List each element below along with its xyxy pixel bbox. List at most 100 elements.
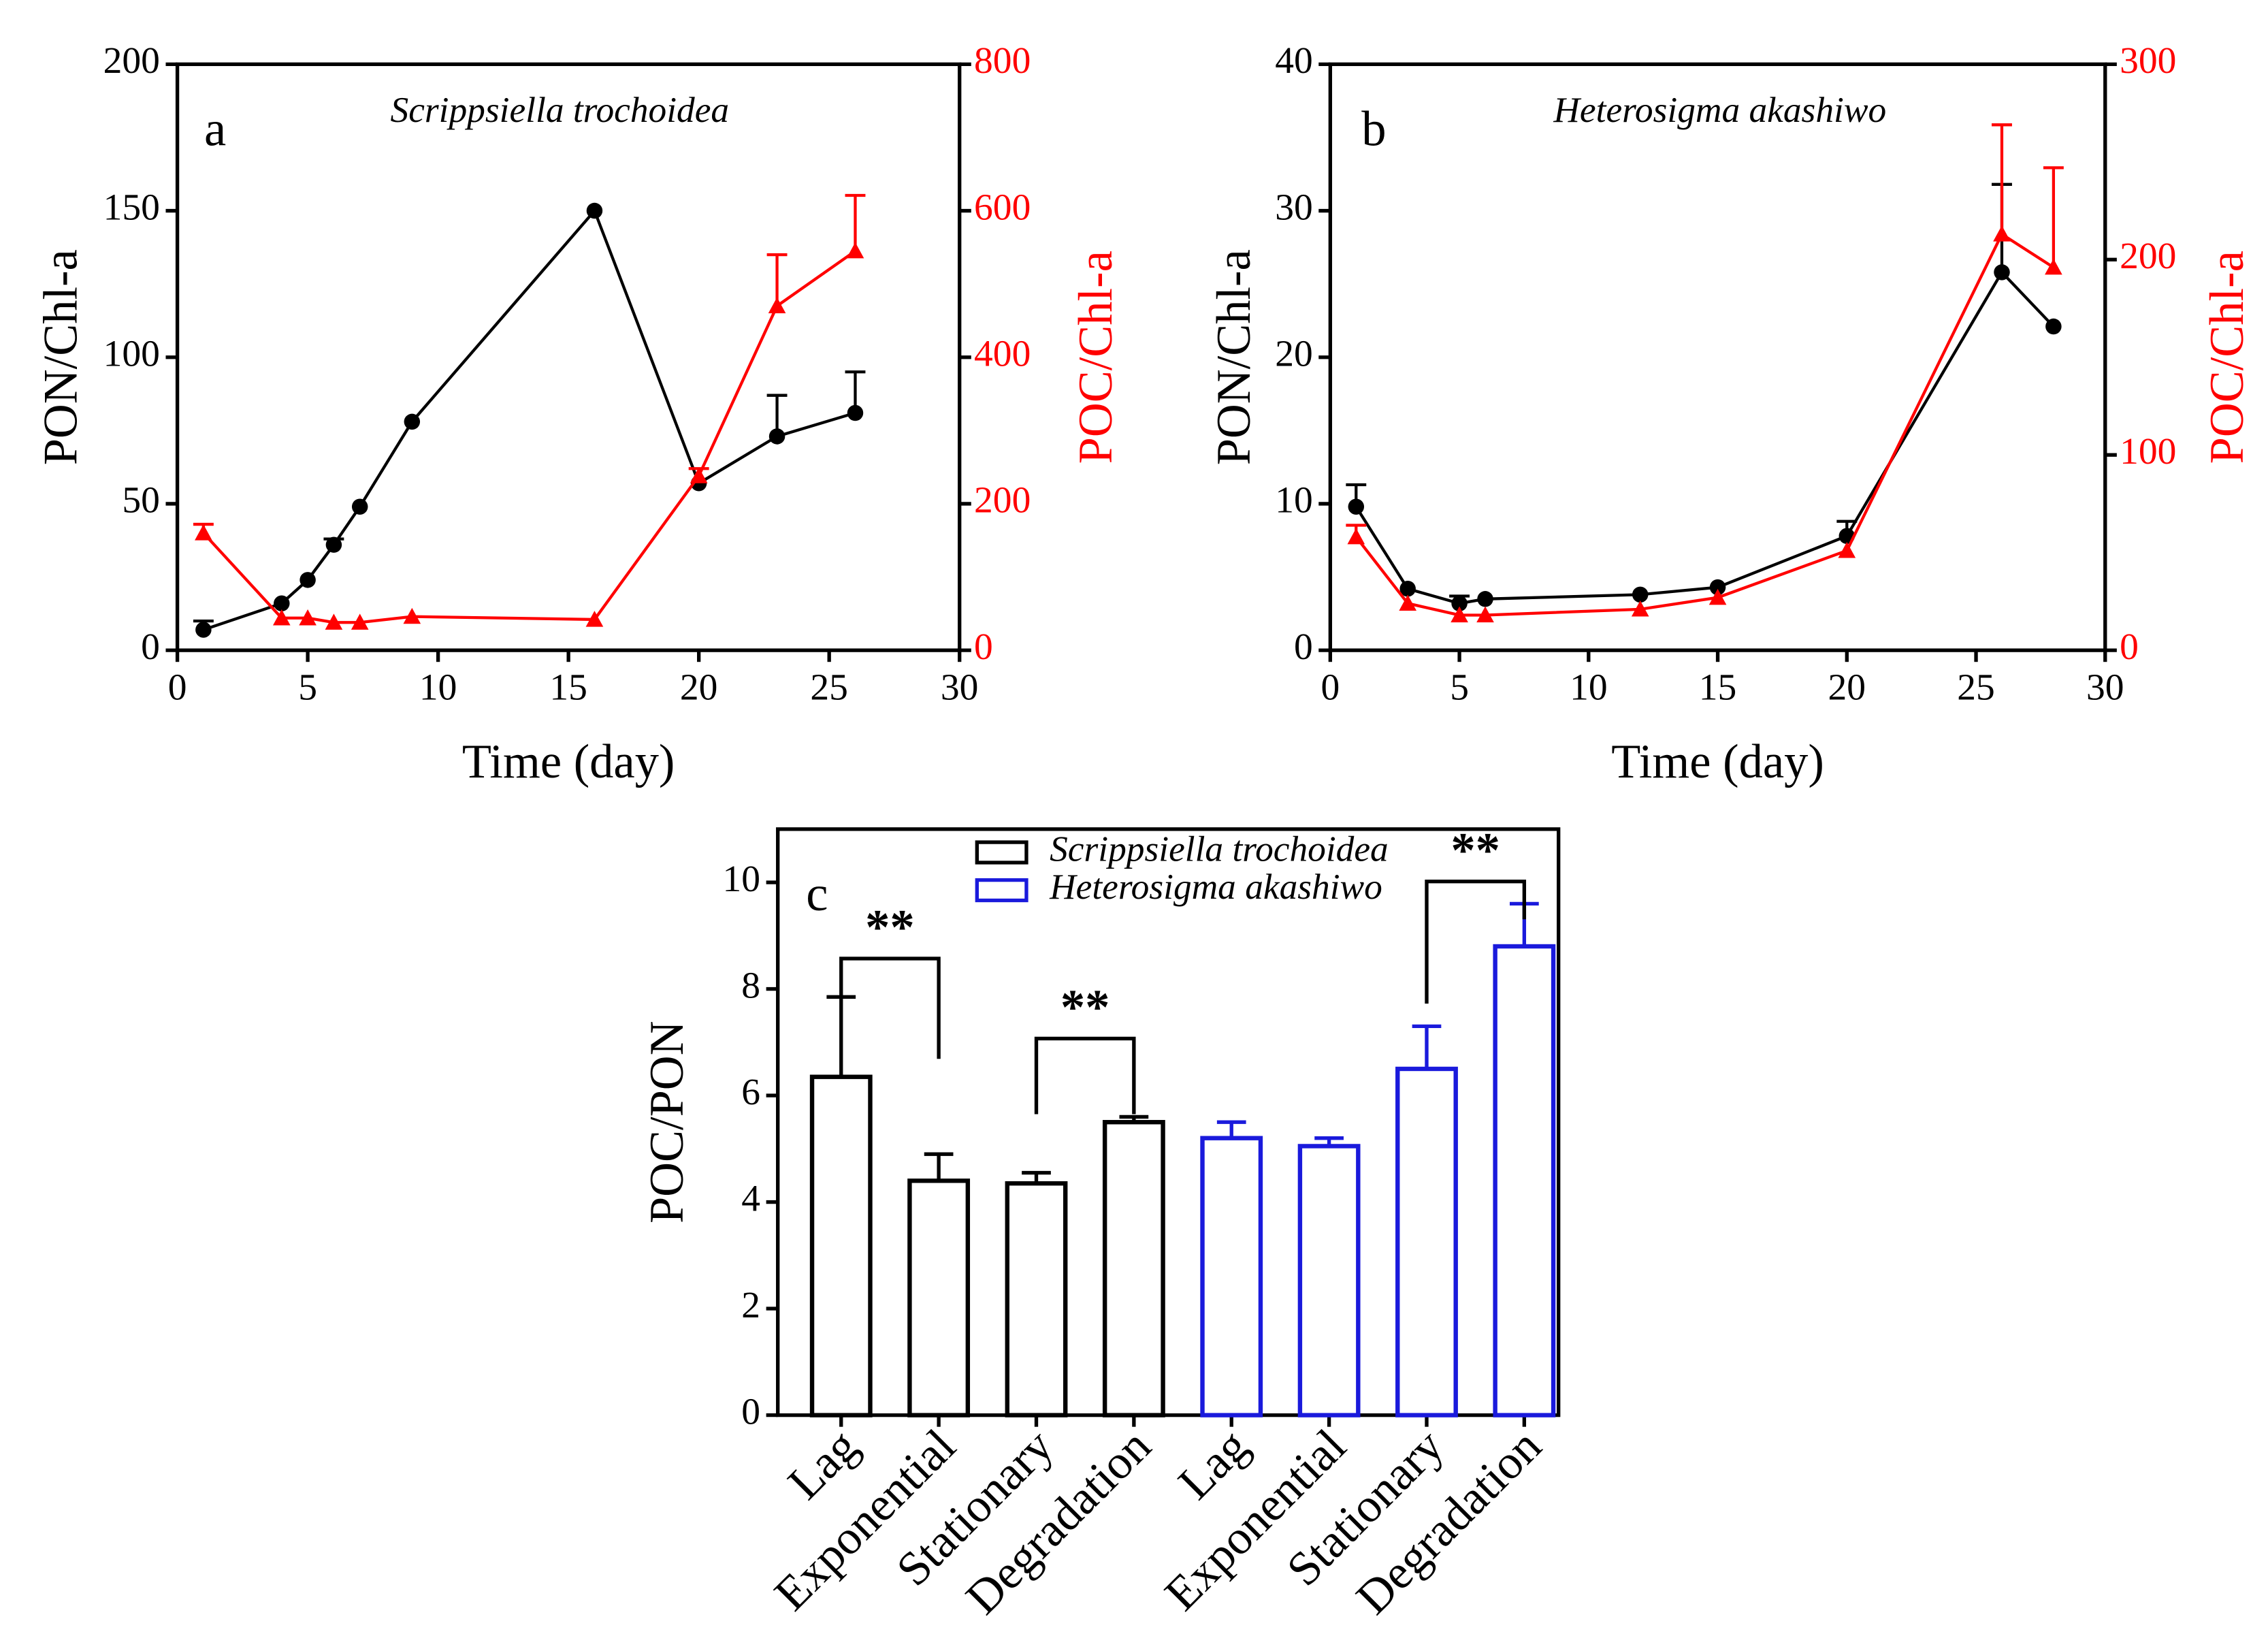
marker xyxy=(272,609,291,626)
bar xyxy=(1493,944,1556,1417)
legend-label: Heterosigma akashiwo xyxy=(1049,866,1382,907)
bar xyxy=(809,1074,873,1417)
y-tick-label: 10 xyxy=(1275,480,1313,522)
bar xyxy=(1200,1136,1263,1417)
x-tick-label: 0 xyxy=(168,667,187,709)
marker xyxy=(351,613,369,630)
x-tick-label: 25 xyxy=(1957,667,1995,709)
legend-swatch xyxy=(975,840,1028,865)
x-tick-label: 15 xyxy=(1699,667,1737,709)
bar xyxy=(1102,1120,1165,1417)
x-tick-label: 5 xyxy=(298,667,317,709)
x-tick-label: 30 xyxy=(2086,667,2124,709)
bar xyxy=(907,1179,971,1417)
x-tick-label: 15 xyxy=(549,667,587,709)
data-line xyxy=(1355,270,2055,605)
x-tick-label: 20 xyxy=(680,667,718,709)
y-tick-label: 6 xyxy=(741,1072,760,1113)
marker xyxy=(1993,225,2011,242)
bar xyxy=(1395,1066,1458,1417)
significance-bracket xyxy=(1425,880,1527,1004)
legend-label: Scrippsiella trochoidea xyxy=(1050,828,1389,869)
y2-axis-label: POC/Chl-a xyxy=(1069,251,1122,464)
marker xyxy=(1348,498,1365,515)
x-tick-label: 0 xyxy=(1321,667,1340,709)
bar xyxy=(1005,1181,1068,1417)
plot-frame xyxy=(1328,62,2107,652)
y-tick-label: 40 xyxy=(1275,40,1313,82)
y-tick-label: 8 xyxy=(741,965,760,1006)
panel-label: a xyxy=(204,101,226,157)
y2-tick-label: 200 xyxy=(974,480,1031,522)
x-tick-label: 10 xyxy=(419,667,457,709)
marker xyxy=(585,611,604,627)
y-axis-label: POC/PON xyxy=(641,1021,694,1223)
plot-frame xyxy=(776,827,1561,1417)
significance-bracket xyxy=(839,957,941,1059)
y-tick-label: 0 xyxy=(741,1391,760,1432)
marker xyxy=(299,572,316,588)
marker xyxy=(404,413,421,430)
marker xyxy=(768,428,785,445)
y-tick-label: 30 xyxy=(1275,187,1313,228)
marker xyxy=(195,524,212,541)
marker xyxy=(1632,586,1649,603)
x-tick-label: 25 xyxy=(810,667,848,709)
bar xyxy=(1297,1144,1361,1417)
marker xyxy=(1399,594,1417,611)
marker xyxy=(325,613,343,630)
marker xyxy=(325,536,342,553)
y2-tick-label: 0 xyxy=(974,626,993,668)
marker xyxy=(1399,580,1416,597)
marker xyxy=(1838,541,1856,558)
marker xyxy=(1451,595,1468,612)
y-tick-label: 150 xyxy=(103,187,160,228)
y2-tick-label: 400 xyxy=(974,333,1031,374)
x-tick-label: 20 xyxy=(1828,667,1866,709)
significance-bracket xyxy=(1034,1036,1136,1115)
y2-tick-label: 300 xyxy=(2120,40,2176,82)
y-tick-label: 200 xyxy=(103,40,160,82)
x-axis-label: Time (day) xyxy=(462,735,675,788)
data-line xyxy=(1355,231,2055,617)
marker xyxy=(586,202,603,219)
marker xyxy=(299,609,317,626)
x-tick-label: 5 xyxy=(1450,667,1469,709)
marker xyxy=(1709,579,1726,596)
marker xyxy=(2045,258,2062,275)
x-tick-label: 10 xyxy=(1570,667,1608,709)
y-tick-label: 10 xyxy=(723,859,761,900)
x-axis-label: Time (day) xyxy=(1611,735,1824,788)
y-tick-label: 50 xyxy=(122,480,160,522)
chart-title: Heterosigma akashiwo xyxy=(1553,89,1886,130)
marker xyxy=(1708,588,1727,605)
panel-label: b xyxy=(1361,101,1386,157)
marker xyxy=(351,498,368,515)
marker xyxy=(274,595,290,612)
panel-label: c xyxy=(806,866,828,921)
y2-tick-label: 600 xyxy=(974,187,1031,228)
marker xyxy=(690,467,708,483)
marker xyxy=(1451,606,1468,623)
y-tick-label: 0 xyxy=(1294,626,1313,668)
y-axis-label: PON/Chl-a xyxy=(34,249,87,465)
y2-tick-label: 100 xyxy=(2120,431,2176,472)
marker xyxy=(1994,264,2010,280)
marker xyxy=(1477,591,1493,607)
y2-tick-label: 0 xyxy=(2120,626,2139,668)
y-tick-label: 2 xyxy=(741,1285,760,1326)
marker xyxy=(768,297,786,314)
y2-tick-label: 200 xyxy=(2120,236,2176,277)
marker xyxy=(847,404,864,421)
y2-axis-label: POC/Chl-a xyxy=(2201,251,2254,464)
y-axis-label: PON/Chl-a xyxy=(1208,249,1261,465)
legend-swatch xyxy=(975,878,1028,903)
data-line xyxy=(202,249,856,624)
marker xyxy=(195,622,212,638)
chart-title: Scrippsiella trochoidea xyxy=(391,89,730,130)
marker xyxy=(846,242,864,259)
data-line xyxy=(203,208,856,632)
y-tick-label: 0 xyxy=(141,626,160,668)
